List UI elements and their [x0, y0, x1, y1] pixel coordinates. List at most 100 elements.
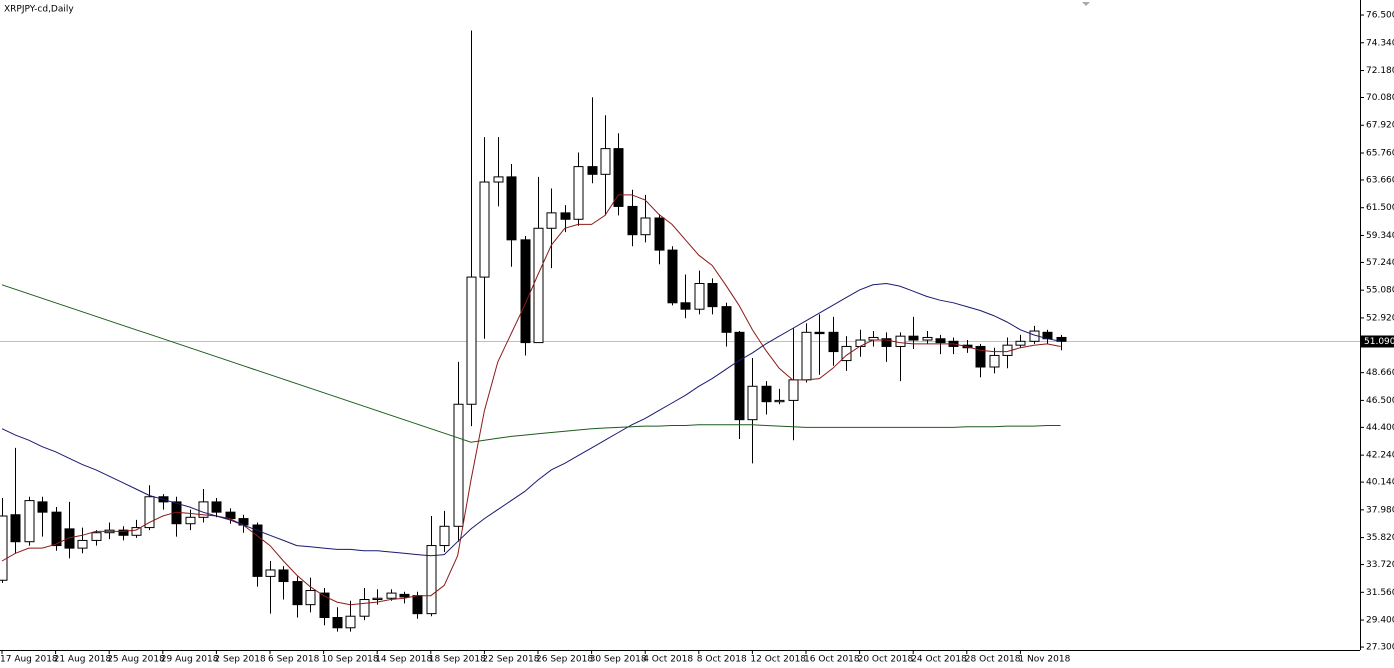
- candle-body: [520, 239, 531, 344]
- x-tick-label: 30 Sep 2018: [590, 655, 647, 665]
- y-tick-label: 72.180: [1366, 66, 1394, 76]
- candle-body: [319, 592, 330, 619]
- x-tick-label: 17 Aug 2018: [0, 655, 58, 665]
- candle-body: [439, 525, 450, 547]
- candle-body: [814, 331, 825, 335]
- y-tick-label: 27.300: [1366, 643, 1394, 653]
- y-tick-label: 29.400: [1366, 616, 1394, 626]
- candle-body: [801, 331, 812, 381]
- x-tick-label: 10 Sep 2018: [322, 655, 379, 665]
- moving-average-line: [1, 282, 1061, 557]
- candle-body: [989, 354, 1000, 368]
- candle-body: [573, 166, 584, 220]
- x-tick-label: 12 Oct 2018: [750, 655, 806, 665]
- candle-body: [774, 399, 785, 403]
- x-tick-label: 20 Oct 2018: [858, 655, 914, 665]
- x-tick-label: 25 Aug 2018: [107, 655, 165, 665]
- x-tick-label: 14 Sep 2018: [375, 655, 432, 665]
- y-tick-label: 46.500: [1366, 396, 1394, 406]
- chart-title: XRPJPY-cd,Daily: [4, 5, 74, 15]
- candle-body: [185, 516, 196, 525]
- y-tick-label: 40.140: [1366, 478, 1394, 488]
- candle-body: [587, 166, 598, 175]
- candle-body: [721, 306, 732, 333]
- candle-body: [680, 302, 691, 310]
- current-price-box: [1361, 335, 1394, 348]
- candle-body: [426, 545, 437, 615]
- candle-body: [828, 331, 839, 353]
- candle-body: [855, 339, 866, 347]
- x-tick-label: 2 Sep 2018: [214, 655, 266, 665]
- shift-marker: [1082, 2, 1090, 6]
- x-tick-label: 21 Aug 2018: [54, 655, 112, 665]
- y-tick-label: 76.500: [1366, 11, 1394, 21]
- candle-body: [412, 595, 423, 615]
- y-tick-label: 31.560: [1366, 588, 1394, 598]
- y-tick-label: 33.720: [1366, 560, 1394, 570]
- x-tick-label: 24 Oct 2018: [911, 655, 967, 665]
- candle-body: [627, 205, 638, 236]
- candle-body: [51, 511, 62, 547]
- y-tick-label: 74.340: [1366, 38, 1394, 48]
- candle-body: [64, 528, 75, 549]
- candle-body: [788, 379, 799, 401]
- y-tick-label: 52.920: [1366, 313, 1394, 323]
- candle-body: [265, 569, 276, 577]
- x-tick-label: 4 Oct 2018: [643, 655, 693, 665]
- y-tick-label: 61.500: [1366, 203, 1394, 213]
- x-tick-label: 6 Sep 2018: [268, 655, 320, 665]
- candle-body: [613, 148, 624, 207]
- candle-body: [761, 385, 772, 403]
- y-tick-label: 37.980: [1366, 505, 1394, 515]
- candle-body: [24, 500, 35, 543]
- candle-body: [881, 338, 892, 347]
- x-tick-label: 26 Sep 2018: [536, 655, 593, 665]
- candle-body: [694, 283, 705, 310]
- candle-body: [479, 181, 490, 278]
- candle-body: [908, 335, 919, 341]
- candle-body: [667, 249, 678, 304]
- x-tick-label: 1 Nov 2018: [1018, 655, 1070, 665]
- candle-body: [386, 592, 397, 599]
- y-tick-label: 70.080: [1366, 93, 1394, 103]
- y-tick-label: 59.340: [1366, 231, 1394, 241]
- candle-body: [292, 581, 303, 606]
- candle-body: [841, 345, 852, 362]
- candle-body: [453, 403, 464, 527]
- candle-body: [144, 496, 155, 529]
- candle-body: [252, 524, 263, 577]
- x-tick-label: 28 Oct 2018: [965, 655, 1021, 665]
- candle-body: [278, 569, 289, 583]
- candle-body: [654, 217, 665, 251]
- y-tick-label: 55.080: [1366, 286, 1394, 296]
- y-tick-label: 35.820: [1366, 533, 1394, 543]
- candle-body: [546, 212, 557, 229]
- candle-body: [399, 593, 410, 598]
- candle-body: [198, 501, 209, 518]
- candle-body: [533, 227, 544, 344]
- y-tick-label: 63.660: [1366, 175, 1394, 185]
- y-tick-label: 44.400: [1366, 423, 1394, 433]
- x-tick-label: 29 Aug 2018: [161, 655, 219, 665]
- current-price-label: 51.090: [1364, 337, 1394, 347]
- candle-body: [600, 148, 611, 175]
- candle-body: [118, 529, 129, 536]
- candle-body: [1056, 336, 1067, 342]
- x-tick-label: 16 Oct 2018: [804, 655, 860, 665]
- candle-body: [560, 212, 571, 220]
- candle-body: [734, 331, 745, 421]
- candle-body: [77, 539, 88, 549]
- candle-body: [747, 385, 758, 421]
- candle-body: [372, 597, 383, 601]
- candle-body: [211, 501, 222, 513]
- candle-body: [1015, 340, 1026, 346]
- candle-body: [359, 599, 370, 617]
- y-tick-label: 67.920: [1366, 121, 1394, 131]
- x-tick-label: 8 Oct 2018: [697, 655, 747, 665]
- candle-body: [91, 532, 102, 541]
- y-tick-label: 42.240: [1366, 451, 1394, 461]
- candle-body: [345, 615, 356, 629]
